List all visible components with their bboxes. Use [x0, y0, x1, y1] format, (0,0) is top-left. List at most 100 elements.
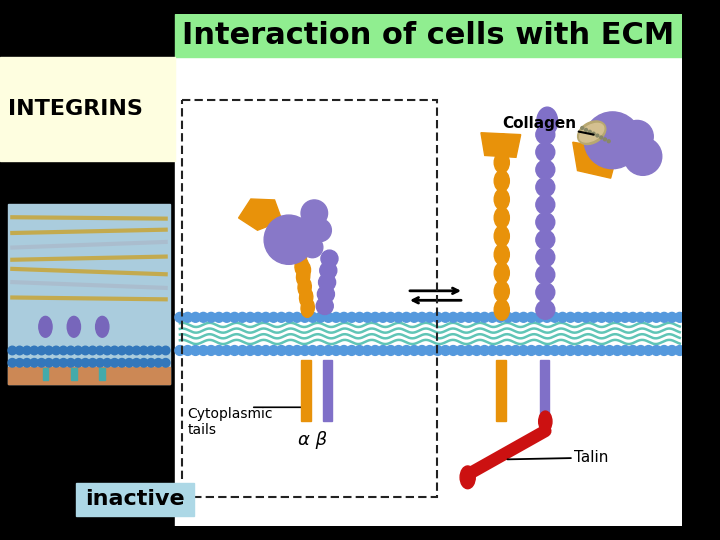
Circle shape	[667, 346, 677, 355]
Circle shape	[161, 359, 170, 367]
Polygon shape	[573, 142, 618, 178]
Ellipse shape	[494, 134, 509, 154]
Circle shape	[503, 346, 513, 355]
Circle shape	[284, 313, 294, 322]
Text: inactive: inactive	[86, 489, 185, 509]
Circle shape	[536, 143, 555, 161]
Circle shape	[417, 346, 427, 355]
Circle shape	[45, 359, 53, 367]
Circle shape	[605, 346, 614, 355]
Circle shape	[449, 313, 458, 322]
Circle shape	[323, 313, 333, 322]
Circle shape	[52, 346, 60, 355]
Bar	[8, 204, 171, 383]
Circle shape	[573, 313, 583, 322]
Ellipse shape	[539, 411, 552, 432]
Ellipse shape	[494, 171, 509, 191]
Circle shape	[103, 346, 112, 355]
Circle shape	[585, 129, 588, 131]
Circle shape	[315, 346, 325, 355]
Circle shape	[558, 313, 567, 322]
Circle shape	[536, 213, 555, 232]
Circle shape	[320, 262, 337, 279]
Circle shape	[15, 359, 24, 367]
Circle shape	[154, 346, 163, 355]
Circle shape	[409, 346, 419, 355]
Ellipse shape	[537, 107, 557, 136]
Circle shape	[261, 346, 271, 355]
Text: Interaction of cells with ECM: Interaction of cells with ECM	[182, 21, 675, 50]
Circle shape	[22, 359, 31, 367]
Circle shape	[89, 359, 97, 367]
Circle shape	[542, 313, 552, 322]
Circle shape	[536, 283, 555, 302]
Circle shape	[370, 313, 380, 322]
Circle shape	[628, 346, 638, 355]
Circle shape	[238, 346, 247, 355]
Circle shape	[132, 359, 140, 367]
Circle shape	[253, 313, 263, 322]
Bar	[71, 368, 77, 380]
Circle shape	[495, 313, 505, 322]
Circle shape	[253, 346, 263, 355]
Circle shape	[238, 313, 247, 322]
Circle shape	[199, 313, 208, 322]
Circle shape	[660, 346, 669, 355]
Bar	[496, 360, 505, 422]
Ellipse shape	[96, 316, 109, 337]
Circle shape	[230, 313, 240, 322]
Circle shape	[536, 248, 555, 267]
Ellipse shape	[580, 124, 604, 142]
Circle shape	[449, 346, 458, 355]
Circle shape	[636, 313, 646, 322]
Circle shape	[89, 346, 97, 355]
Circle shape	[386, 346, 396, 355]
Circle shape	[37, 359, 46, 367]
Circle shape	[214, 346, 224, 355]
Circle shape	[456, 313, 466, 322]
Circle shape	[370, 346, 380, 355]
Bar	[76, 483, 194, 516]
Circle shape	[307, 313, 318, 322]
Circle shape	[433, 346, 443, 355]
Circle shape	[183, 346, 193, 355]
Circle shape	[37, 346, 46, 355]
Circle shape	[565, 346, 575, 355]
Circle shape	[526, 313, 536, 322]
Circle shape	[316, 298, 333, 314]
Circle shape	[644, 346, 654, 355]
Circle shape	[534, 346, 544, 355]
Circle shape	[472, 313, 482, 322]
Circle shape	[8, 359, 17, 367]
Circle shape	[147, 346, 156, 355]
Circle shape	[175, 313, 185, 322]
Circle shape	[441, 346, 451, 355]
Circle shape	[526, 346, 536, 355]
Circle shape	[292, 346, 302, 355]
Ellipse shape	[295, 256, 308, 275]
Circle shape	[191, 313, 200, 322]
Circle shape	[96, 346, 104, 355]
Circle shape	[125, 359, 133, 367]
Circle shape	[183, 313, 193, 322]
Bar	[99, 368, 105, 380]
Circle shape	[214, 313, 224, 322]
Bar	[301, 360, 310, 422]
Circle shape	[269, 346, 279, 355]
Circle shape	[284, 346, 294, 355]
Circle shape	[59, 346, 68, 355]
Circle shape	[472, 346, 482, 355]
Circle shape	[300, 346, 310, 355]
Circle shape	[600, 136, 603, 139]
Circle shape	[339, 313, 348, 322]
Circle shape	[117, 359, 126, 367]
Circle shape	[542, 346, 552, 355]
Circle shape	[620, 313, 630, 322]
Circle shape	[402, 346, 411, 355]
Circle shape	[456, 346, 466, 355]
Circle shape	[588, 130, 591, 133]
Circle shape	[597, 313, 606, 322]
Circle shape	[558, 346, 567, 355]
Polygon shape	[238, 199, 282, 230]
Ellipse shape	[577, 121, 606, 145]
